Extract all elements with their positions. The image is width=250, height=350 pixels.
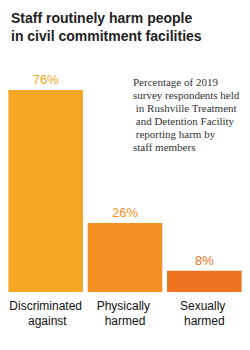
svg-text:against: against [25, 314, 68, 328]
svg-text:26%: 26% [112, 205, 138, 220]
svg-text:Sexually: Sexually [180, 299, 229, 313]
svg-text:staff members: staff members [133, 141, 195, 153]
svg-text:in civil commitment facilities: in civil commitment facilities [11, 28, 202, 44]
svg-text:harmed: harmed [105, 314, 146, 328]
svg-text:and Detention Facility: and Detention Facility [133, 115, 235, 127]
svg-text:8%: 8% [195, 253, 214, 268]
svg-text:harmed: harmed [184, 314, 225, 328]
svg-text:Percentage of 2019: Percentage of 2019 [133, 76, 221, 88]
svg-text:76%: 76% [33, 72, 59, 87]
svg-text:Discriminated: Discriminated [9, 299, 82, 313]
svg-text:in Rushville Treatment: in Rushville Treatment [133, 102, 237, 114]
svg-text:reporting harm by: reporting harm by [133, 128, 218, 140]
svg-text:Physically: Physically [97, 299, 154, 313]
svg-text:Staff routinely harm people: Staff routinely harm people [11, 10, 192, 26]
svg-text:survey respondents held: survey respondents held [133, 89, 240, 101]
